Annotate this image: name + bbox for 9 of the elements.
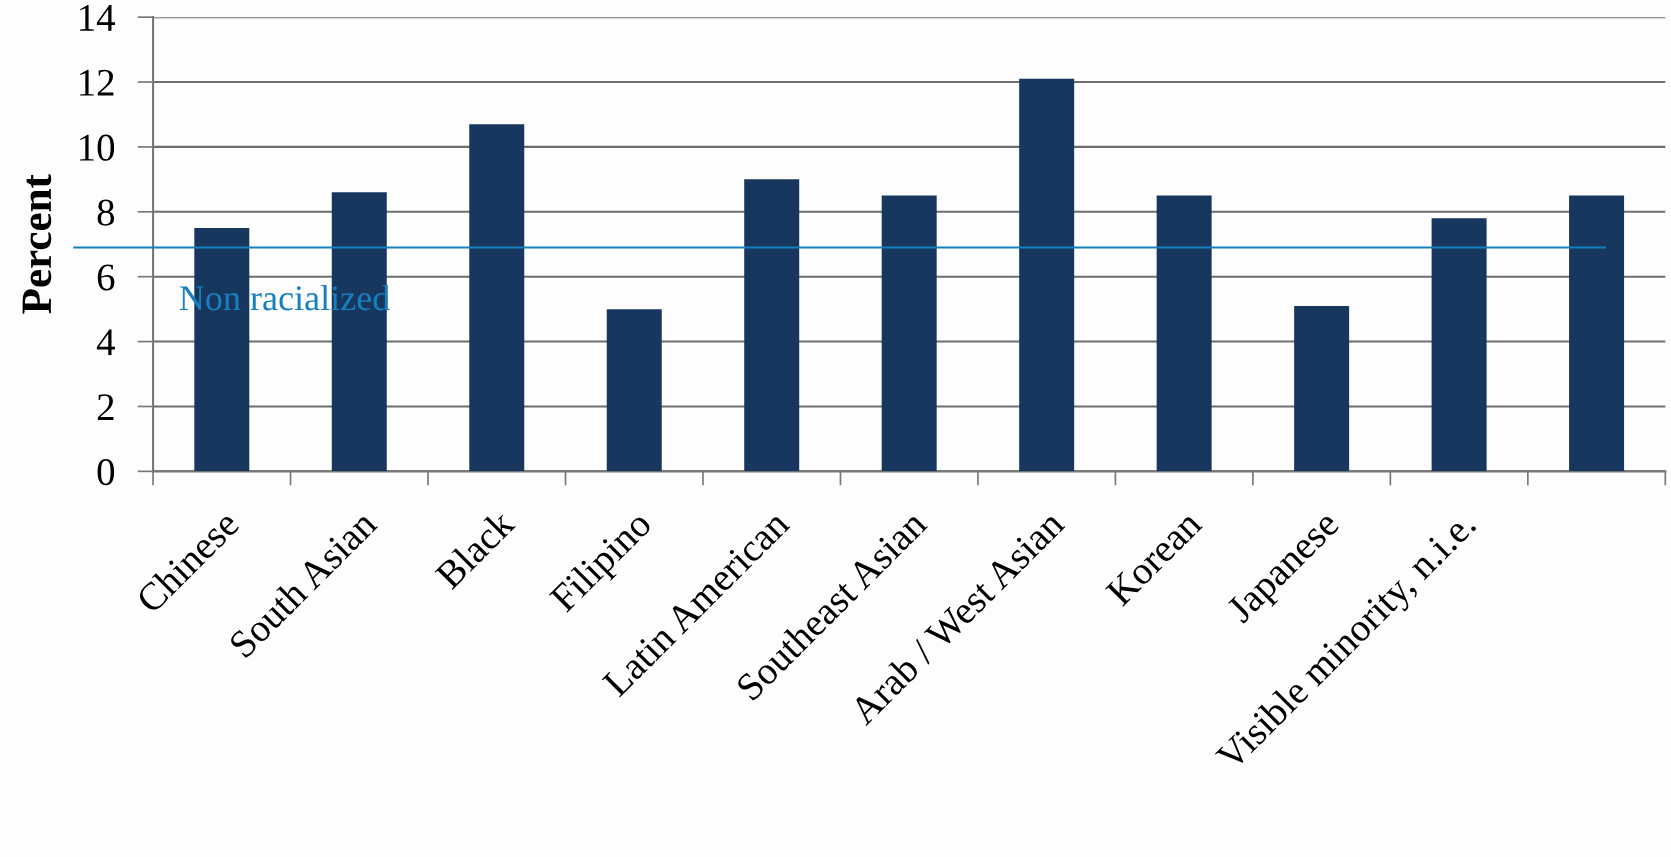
y-tick-label: 6: [97, 264, 115, 291]
y-tick-label: 14: [80, 4, 115, 31]
y-tick-label: 12: [80, 69, 114, 96]
y-tick-label: 10: [80, 134, 115, 161]
y-axis-title: Percent: [22, 174, 52, 314]
y-tick-label: 8: [97, 199, 115, 226]
y-tick-label: 2: [97, 394, 114, 420]
y-tick-label: 4: [96, 329, 115, 356]
y-tick-label: 0: [97, 458, 115, 486]
